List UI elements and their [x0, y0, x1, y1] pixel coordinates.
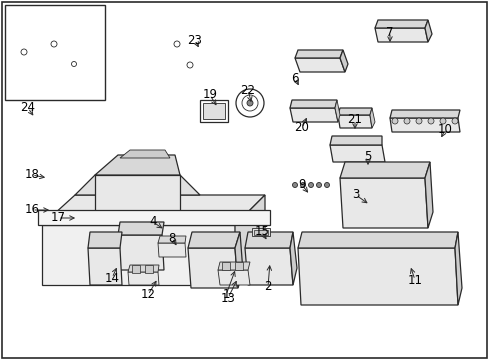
- Text: 22: 22: [240, 84, 255, 96]
- Polygon shape: [389, 118, 459, 132]
- Circle shape: [324, 183, 329, 188]
- Polygon shape: [294, 58, 345, 72]
- Text: 13: 13: [220, 292, 235, 305]
- Text: 15: 15: [254, 225, 269, 238]
- Circle shape: [451, 118, 457, 124]
- Circle shape: [316, 183, 321, 188]
- Text: 1: 1: [222, 288, 229, 301]
- Bar: [132, 265, 140, 273]
- Circle shape: [242, 95, 258, 111]
- Polygon shape: [38, 210, 269, 225]
- Polygon shape: [118, 235, 163, 270]
- Text: 23: 23: [187, 33, 202, 46]
- Circle shape: [246, 100, 252, 106]
- Polygon shape: [339, 162, 429, 178]
- Polygon shape: [339, 178, 427, 228]
- Polygon shape: [339, 50, 347, 72]
- Circle shape: [174, 41, 180, 47]
- Polygon shape: [289, 100, 336, 108]
- Circle shape: [415, 118, 421, 124]
- Text: 6: 6: [291, 72, 298, 85]
- Polygon shape: [128, 272, 159, 285]
- Text: 2: 2: [264, 280, 271, 293]
- Circle shape: [308, 183, 313, 188]
- Circle shape: [71, 62, 76, 67]
- Polygon shape: [329, 136, 381, 145]
- Polygon shape: [187, 248, 238, 288]
- Polygon shape: [329, 145, 384, 162]
- Polygon shape: [424, 20, 431, 42]
- Polygon shape: [42, 195, 264, 225]
- Text: 5: 5: [364, 150, 371, 163]
- Polygon shape: [297, 248, 457, 305]
- Polygon shape: [158, 243, 185, 257]
- Bar: [235, 262, 243, 270]
- Polygon shape: [42, 225, 235, 285]
- Polygon shape: [128, 265, 159, 272]
- Text: 10: 10: [437, 123, 451, 136]
- Text: 8: 8: [168, 231, 175, 244]
- Polygon shape: [88, 232, 122, 248]
- Polygon shape: [297, 232, 457, 248]
- Polygon shape: [118, 222, 163, 235]
- Polygon shape: [120, 150, 170, 158]
- Text: 20: 20: [294, 121, 309, 135]
- Circle shape: [186, 62, 193, 68]
- Text: 21: 21: [347, 113, 362, 126]
- Polygon shape: [337, 115, 371, 128]
- Text: 11: 11: [407, 274, 422, 287]
- Bar: [222, 262, 229, 270]
- Bar: [200, 100, 227, 122]
- Polygon shape: [334, 100, 339, 122]
- Polygon shape: [95, 155, 180, 175]
- Polygon shape: [187, 232, 240, 248]
- Circle shape: [391, 118, 397, 124]
- Polygon shape: [218, 262, 249, 270]
- Circle shape: [427, 118, 433, 124]
- Polygon shape: [244, 232, 292, 248]
- Text: 17: 17: [50, 211, 65, 225]
- Circle shape: [403, 118, 409, 124]
- Text: 9: 9: [298, 179, 305, 192]
- Polygon shape: [75, 175, 200, 195]
- Bar: [251, 228, 269, 236]
- Text: 7: 7: [386, 26, 393, 39]
- Polygon shape: [424, 162, 432, 228]
- Polygon shape: [337, 108, 371, 115]
- Polygon shape: [374, 28, 427, 42]
- Polygon shape: [235, 232, 243, 288]
- Circle shape: [439, 118, 445, 124]
- Polygon shape: [218, 270, 249, 285]
- Polygon shape: [158, 236, 185, 243]
- Text: 4: 4: [149, 216, 157, 229]
- Text: 3: 3: [351, 189, 359, 202]
- Polygon shape: [374, 20, 427, 28]
- Text: 24: 24: [20, 102, 36, 114]
- Polygon shape: [235, 195, 264, 285]
- Polygon shape: [294, 50, 342, 58]
- Bar: [253, 230, 267, 235]
- Polygon shape: [289, 232, 296, 285]
- Polygon shape: [244, 248, 292, 285]
- Bar: [145, 265, 153, 273]
- Polygon shape: [454, 232, 461, 305]
- Text: 19: 19: [202, 89, 217, 102]
- Circle shape: [21, 49, 27, 55]
- Polygon shape: [369, 108, 374, 128]
- Circle shape: [300, 183, 305, 188]
- Polygon shape: [289, 108, 337, 122]
- Bar: [203, 103, 224, 119]
- Text: 14: 14: [104, 271, 119, 284]
- Polygon shape: [88, 248, 122, 285]
- Text: 12: 12: [140, 288, 155, 301]
- Polygon shape: [389, 110, 459, 118]
- Circle shape: [236, 89, 264, 117]
- Polygon shape: [95, 175, 180, 215]
- Text: 18: 18: [24, 168, 40, 181]
- Text: 16: 16: [24, 203, 40, 216]
- Circle shape: [51, 41, 57, 47]
- Circle shape: [292, 183, 297, 188]
- Bar: [5, 5, 105, 100]
